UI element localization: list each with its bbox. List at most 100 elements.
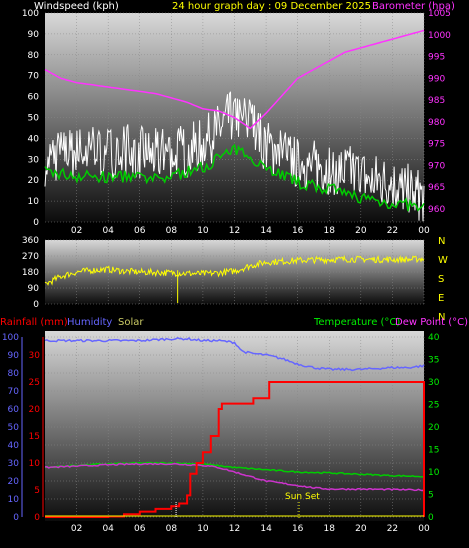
- time-tick-label: 02: [71, 524, 82, 534]
- time-tick-label: 18: [324, 226, 336, 236]
- time-tick-label: 06: [134, 226, 146, 236]
- humidity-line: [44, 336, 425, 372]
- compass-n-top: N: [438, 236, 445, 247]
- rainfall-line: [45, 381, 425, 518]
- rainfall-tick-label: 15: [29, 432, 40, 442]
- time-tick-label: 18: [324, 524, 336, 534]
- barometer-tick-label: 965: [428, 183, 445, 193]
- temperature-tick-label: 25: [428, 401, 439, 411]
- time-tick-label: 00: [418, 524, 430, 534]
- windspeed-tick-label: 70: [28, 72, 40, 82]
- barometer-tick-label: 1005: [428, 9, 451, 19]
- barometer-line: [44, 29, 425, 130]
- chart-title: 24 hour graph day : 09 December 2025: [172, 1, 371, 12]
- wind-panel-data: [44, 29, 425, 222]
- time-tick-label: 22: [387, 226, 398, 236]
- direction-tick-label: 0: [33, 300, 39, 310]
- temperature-tick-label: 5: [428, 491, 434, 501]
- time-tick-label: 10: [197, 226, 209, 236]
- rainfall-legend: Rainfall (mm): [0, 317, 68, 328]
- windspeed-axis-title: Windspeed (kph): [34, 1, 119, 12]
- time-tick-label: 16: [292, 226, 304, 236]
- humidity-tick-label: 10: [8, 495, 20, 505]
- direction-panel-data: [44, 254, 425, 303]
- windspeed-tick-label: 50: [28, 114, 40, 124]
- windspeed-tick-label: 40: [28, 134, 40, 144]
- time-tick-label: 20: [355, 226, 367, 236]
- time-tick-label: 08: [166, 524, 178, 534]
- humidity-tick-label: 70: [8, 387, 20, 397]
- compass-w: W: [438, 255, 448, 266]
- humidity-tick-label: 0: [13, 513, 19, 523]
- time-tick-label: 00: [418, 226, 430, 236]
- time-tick-label: 08: [166, 226, 178, 236]
- direction-tick-label: 270: [22, 252, 39, 262]
- compass-n-bottom: N: [438, 312, 445, 323]
- temperature-tick-label: 35: [428, 356, 439, 366]
- temperature-line: [44, 461, 425, 478]
- time-tick-label: 04: [102, 226, 114, 236]
- barometer-axis-title: Barometer (hpa): [372, 1, 455, 12]
- rainfall-tick-label: 10: [29, 459, 41, 469]
- barometer-tick-label: 990: [428, 74, 445, 84]
- windspeed-tick-label: 60: [28, 93, 40, 103]
- temperature-tick-label: 20: [428, 423, 440, 433]
- rainfall-tick-label: 30: [29, 351, 41, 361]
- wind-panel-axes: 0 10 20 30 40 50 60 70 80 90 100 960 965 970 975 980 985…: [22, 9, 451, 236]
- time-tick-label: 02: [71, 226, 82, 236]
- rainfall-tick-label: 0: [34, 513, 40, 523]
- temperature-legend: Temperature (°C): [313, 317, 400, 328]
- time-tick-label: 04: [102, 524, 114, 534]
- barometer-tick-label: 1000: [428, 31, 451, 41]
- time-tick-label: 14: [260, 226, 272, 236]
- rainfall-tick-label: 25: [29, 378, 40, 388]
- windspeed-tick-label: 10: [28, 197, 40, 207]
- humidity-tick-label: 90: [8, 351, 20, 361]
- rain-temp-panel-data: [44, 336, 425, 518]
- humidity-legend: Humidity: [67, 317, 112, 328]
- humidity-tick-label: 50: [8, 423, 20, 433]
- time-tick-label: 22: [387, 524, 398, 534]
- temperature-tick-label: 0: [428, 513, 434, 523]
- time-tick-label: 10: [197, 524, 209, 534]
- temperature-tick-label: 15: [428, 446, 439, 456]
- sunset-label: Sun Set: [285, 492, 320, 502]
- barometer-tick-label: 980: [428, 118, 445, 128]
- time-tick-label: 14: [260, 524, 272, 534]
- time-tick-label: 12: [229, 524, 240, 534]
- direction-tick-label: 180: [22, 268, 39, 278]
- barometer-tick-label: 995: [428, 53, 445, 63]
- direction-panel-axes: 0 90 180 270 360: [22, 236, 39, 310]
- barometer-tick-label: 985: [428, 96, 445, 106]
- humidity-tick-label: 20: [8, 477, 20, 487]
- windspeed-tick-label: 90: [28, 30, 40, 40]
- windspeed-tick-label: 20: [28, 176, 40, 186]
- humidity-tick-label: 40: [8, 441, 20, 451]
- wind-gust-line: [44, 91, 425, 222]
- humidity-tick-label: 30: [8, 459, 20, 469]
- time-tick-label: 16: [292, 524, 304, 534]
- temperature-tick-label: 40: [428, 333, 440, 343]
- rain-temp-panel-axes: 0102030405060708090100051015202530051015…: [2, 333, 440, 534]
- temperature-tick-label: 10: [428, 468, 440, 478]
- direction-tick-label: 360: [22, 236, 39, 246]
- humidity-tick-label: 60: [8, 405, 20, 415]
- direction-tick-label: 90: [28, 284, 40, 294]
- rainfall-tick-label: 5: [34, 486, 40, 496]
- wind-direction-line: [44, 254, 425, 286]
- rain-temp-panel-bg: [45, 331, 424, 521]
- humidity-tick-label: 80: [8, 369, 20, 379]
- humidity-tick-label: 100: [2, 333, 19, 343]
- solar-legend: Solar: [118, 317, 144, 328]
- windspeed-tick-label: 80: [28, 51, 40, 61]
- time-tick-label: 06: [134, 524, 146, 534]
- dewpoint-line: [44, 462, 425, 492]
- time-tick-label: 20: [355, 524, 367, 534]
- rainfall-tick-label: 20: [29, 405, 41, 415]
- barometer-tick-label: 975: [428, 140, 445, 150]
- windspeed-tick-label: 30: [28, 155, 40, 165]
- compass-e: E: [438, 293, 444, 304]
- barometer-tick-label: 970: [428, 161, 445, 171]
